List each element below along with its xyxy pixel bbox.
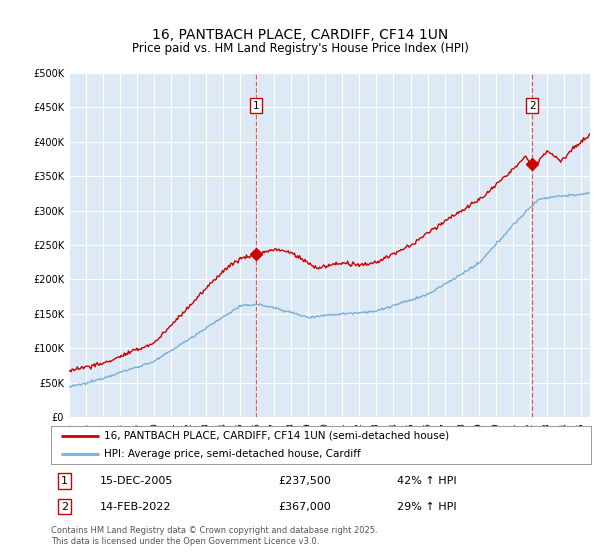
Text: 29% ↑ HPI: 29% ↑ HPI [397, 502, 456, 511]
Text: Contains HM Land Registry data © Crown copyright and database right 2025.
This d: Contains HM Land Registry data © Crown c… [51, 526, 377, 546]
Text: 2: 2 [61, 502, 68, 511]
Text: 15-DEC-2005: 15-DEC-2005 [100, 476, 173, 486]
Text: £367,000: £367,000 [278, 502, 331, 511]
Text: 1: 1 [61, 476, 68, 486]
Text: Price paid vs. HM Land Registry's House Price Index (HPI): Price paid vs. HM Land Registry's House … [131, 42, 469, 55]
Text: 1: 1 [253, 100, 259, 110]
Text: 2: 2 [529, 100, 535, 110]
Text: £237,500: £237,500 [278, 476, 331, 486]
Text: 14-FEB-2022: 14-FEB-2022 [100, 502, 171, 511]
Text: HPI: Average price, semi-detached house, Cardiff: HPI: Average price, semi-detached house,… [104, 449, 361, 459]
Text: 42% ↑ HPI: 42% ↑ HPI [397, 476, 456, 486]
Text: 16, PANTBACH PLACE, CARDIFF, CF14 1UN (semi-detached house): 16, PANTBACH PLACE, CARDIFF, CF14 1UN (s… [104, 431, 449, 441]
Text: 16, PANTBACH PLACE, CARDIFF, CF14 1UN: 16, PANTBACH PLACE, CARDIFF, CF14 1UN [152, 28, 448, 42]
